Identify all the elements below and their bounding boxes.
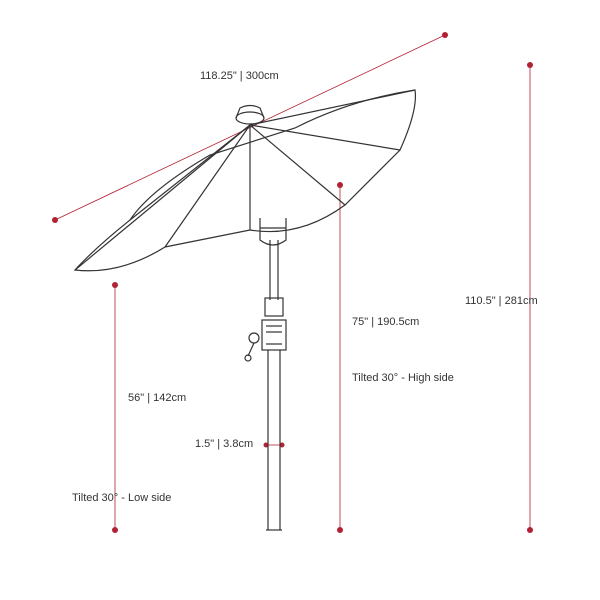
label-canopy-width: 118.25" | 300cm [200, 70, 279, 82]
label-total-height: 110.5" | 281cm [465, 295, 538, 307]
label-low-side: 56" | 142cm [128, 392, 186, 404]
label-low-side-note: Tilted 30° - Low side [72, 492, 171, 504]
umbrella-pole [245, 240, 286, 530]
label-high-side-note: Tilted 30° - High side [352, 372, 454, 384]
label-high-side: 75" | 190.5cm [352, 316, 419, 328]
dim-pole-diameter [264, 443, 285, 448]
label-pole-diameter: 1.5" | 3.8cm [195, 438, 253, 450]
dim-high-side [337, 182, 343, 533]
umbrella-canopy [75, 90, 415, 271]
